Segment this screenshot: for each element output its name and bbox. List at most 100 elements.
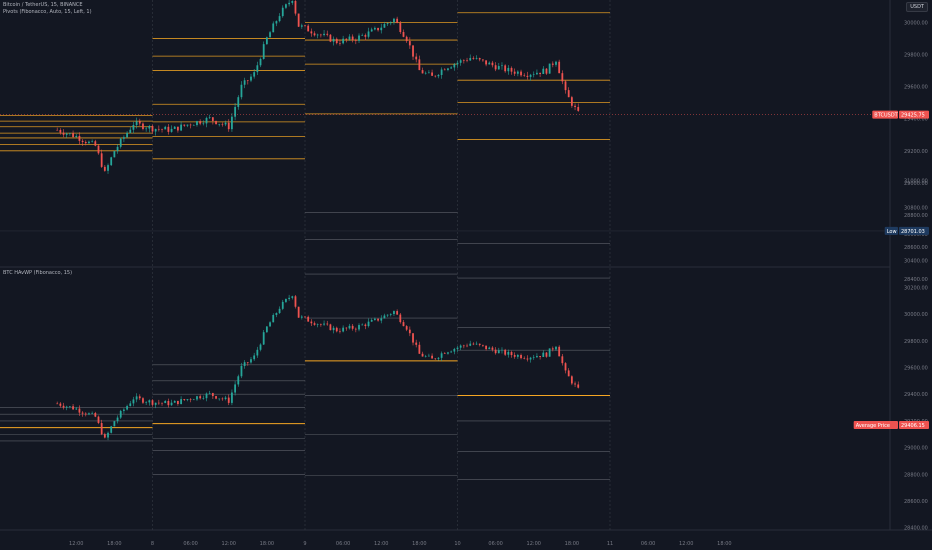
candle-body bbox=[84, 413, 87, 415]
pivots-indicator-title[interactable]: Pivots (Fibonacco, Auto, 15, Left, 1) bbox=[3, 9, 92, 15]
time-axis-tick: 11 bbox=[607, 541, 613, 547]
candle-body bbox=[415, 342, 418, 345]
candle-body bbox=[103, 166, 106, 171]
candle-body bbox=[59, 403, 62, 406]
candle-body bbox=[485, 345, 487, 350]
candle-body bbox=[97, 416, 100, 424]
candle-body bbox=[211, 393, 214, 397]
candle-body bbox=[167, 400, 170, 406]
candle-body bbox=[434, 358, 437, 360]
candle-body bbox=[84, 141, 87, 144]
candle-body bbox=[135, 396, 138, 400]
candle-body bbox=[354, 328, 357, 330]
candle-body bbox=[507, 351, 510, 355]
candle-body bbox=[129, 403, 132, 407]
candle-body bbox=[326, 323, 329, 325]
candle-body bbox=[135, 121, 138, 125]
currency-badge[interactable]: USDT bbox=[906, 2, 928, 12]
candle-body bbox=[107, 432, 109, 438]
candle-body bbox=[265, 37, 268, 45]
candle-body bbox=[469, 57, 472, 61]
candle-body bbox=[443, 353, 446, 354]
candle-body bbox=[437, 357, 440, 359]
candle-body bbox=[561, 356, 564, 364]
candle-body bbox=[386, 314, 389, 316]
candle-body bbox=[348, 36, 351, 40]
candle-body bbox=[81, 140, 84, 142]
havwp-axis-tick: 29600.00 bbox=[904, 366, 928, 372]
candle-body bbox=[196, 121, 198, 126]
candle-body bbox=[208, 393, 211, 394]
candle-body bbox=[494, 65, 497, 70]
candle-body bbox=[313, 33, 316, 36]
candle-body bbox=[164, 400, 167, 404]
candle-body bbox=[183, 124, 186, 126]
candle-body bbox=[307, 25, 310, 32]
candle-body bbox=[107, 165, 109, 171]
low-price-tag: Low 28701.03 bbox=[884, 226, 929, 235]
candle-body bbox=[453, 64, 456, 68]
time-axis-tick: 10 bbox=[454, 541, 460, 547]
candle-body bbox=[221, 398, 224, 400]
candle-body bbox=[250, 76, 252, 81]
candle-body bbox=[319, 34, 322, 36]
candle-body bbox=[345, 327, 348, 329]
havwp-indicator-title[interactable]: BTC HAvWP (Fibonacco, 15) bbox=[3, 270, 73, 276]
candle-body bbox=[370, 319, 373, 322]
time-axis-tick: 06:00 bbox=[641, 541, 655, 547]
candle-body bbox=[231, 392, 233, 403]
candle-body bbox=[332, 38, 335, 42]
candle-body bbox=[62, 132, 65, 135]
symbol-title[interactable]: Bitcoin / TetherUS, 15, BINANCE bbox=[3, 2, 83, 8]
price-axis-tick: 29800.00 bbox=[904, 53, 928, 59]
candle-body bbox=[428, 72, 430, 74]
candle-body bbox=[285, 4, 287, 8]
candle-body bbox=[501, 349, 503, 351]
candle-body bbox=[97, 145, 100, 154]
candle-body bbox=[275, 313, 278, 315]
candle-body bbox=[570, 97, 573, 106]
candle-body bbox=[485, 60, 487, 65]
candle-body bbox=[348, 325, 351, 329]
candle-body bbox=[351, 325, 354, 329]
candle-body bbox=[221, 123, 224, 125]
candle-body bbox=[383, 315, 386, 319]
candle-body bbox=[399, 314, 402, 323]
havwp-axis-tick: 30400.00 bbox=[904, 259, 928, 265]
havwp-axis-tick: 29800.00 bbox=[904, 339, 928, 345]
candle-body bbox=[157, 402, 160, 404]
candle-body bbox=[119, 138, 122, 147]
candle-body bbox=[78, 408, 81, 413]
candle-body bbox=[75, 135, 78, 137]
candle-body bbox=[116, 417, 119, 422]
price-axis-tick: 29600.00 bbox=[904, 85, 928, 91]
candle-body bbox=[243, 80, 246, 85]
candle-body bbox=[574, 105, 576, 108]
candle-body bbox=[567, 90, 570, 98]
candle-body bbox=[62, 405, 65, 408]
candle-body bbox=[278, 308, 281, 314]
average-price-tag-value-bg bbox=[899, 421, 929, 429]
candle-body bbox=[482, 344, 484, 346]
candle-body bbox=[354, 40, 357, 41]
candle-body bbox=[548, 63, 551, 74]
time-axis-tick: 12:00 bbox=[679, 541, 693, 547]
havwp-candles bbox=[56, 294, 580, 441]
candle-body bbox=[361, 35, 364, 36]
candle-body bbox=[65, 406, 68, 408]
candle-body bbox=[177, 126, 179, 131]
candle-body bbox=[192, 125, 195, 126]
candle-body bbox=[364, 324, 367, 327]
candle-body bbox=[475, 343, 478, 345]
candle-body bbox=[180, 399, 182, 404]
candle-body bbox=[256, 349, 259, 356]
candle-body bbox=[164, 126, 167, 130]
average-price-tag: Average Price 29406.15 bbox=[853, 421, 929, 429]
candle-body bbox=[278, 16, 281, 22]
candle-body bbox=[329, 34, 332, 42]
havwp-axis-tick: 30600.00 bbox=[904, 232, 928, 238]
candle-body bbox=[189, 124, 192, 126]
candle-body bbox=[116, 146, 119, 152]
havwp-axis-tick: 29400.00 bbox=[904, 392, 928, 398]
